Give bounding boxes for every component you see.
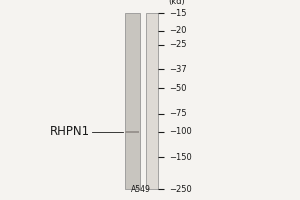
Text: −15: −15 [169,8,187,18]
Text: A549: A549 [131,185,151,194]
Text: −75: −75 [169,109,187,118]
Bar [146,13,158,189]
Text: −20: −20 [169,26,187,35]
Text: −25: −25 [169,40,187,49]
Text: −250: −250 [169,184,192,194]
Bar [124,13,140,189]
Text: −100: −100 [169,127,192,136]
Text: −50: −50 [169,84,187,93]
Bar [125,131,139,133]
Text: (kd): (kd) [169,0,185,6]
Text: RHPN1: RHPN1 [50,125,90,138]
Text: −37: −37 [169,65,187,74]
Text: −150: −150 [169,153,192,162]
